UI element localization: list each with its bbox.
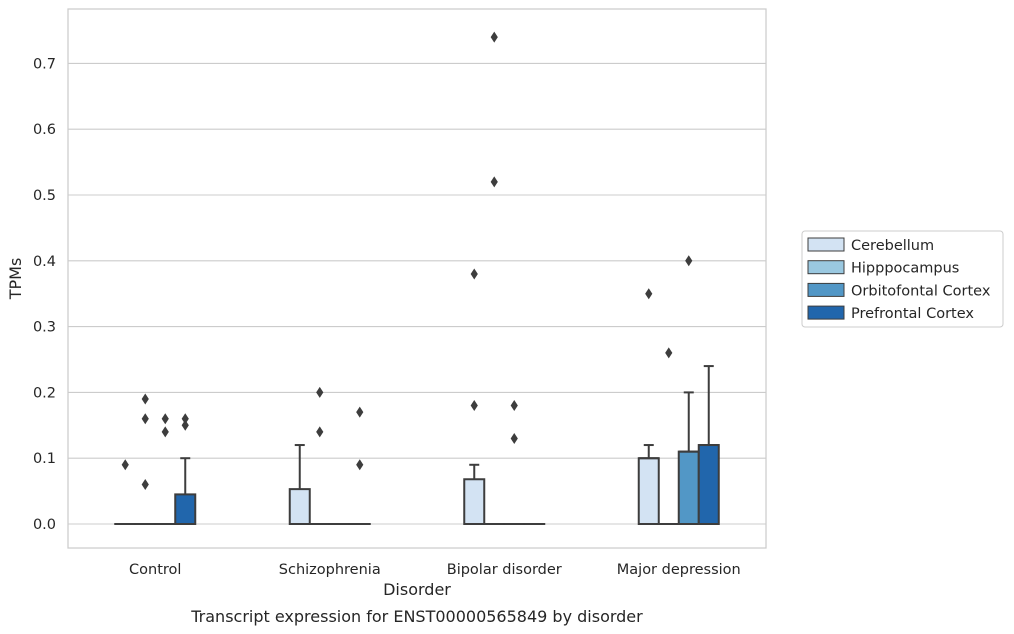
y-tick-labels: 0.0 0.1 0.2 0.3 0.4 0.5 0.6 0.7 <box>33 56 56 533</box>
box-rect <box>677 450 700 525</box>
legend-swatch <box>807 305 845 320</box>
box-2-0 <box>154 413 177 526</box>
box-1-3 <box>657 347 680 526</box>
outlier-point <box>645 288 653 300</box>
outlier-point <box>490 176 498 188</box>
y-tick-label: 0.4 <box>33 254 56 270</box>
box-1-2 <box>483 31 506 526</box>
outlier-point <box>510 432 518 444</box>
outlier-point <box>490 31 498 43</box>
outlier-point <box>316 386 324 398</box>
y-tick-label: 0.7 <box>33 56 56 72</box>
box-rect <box>174 493 197 526</box>
y-tick-label: 0.3 <box>33 320 56 336</box>
outlier-point <box>356 406 364 418</box>
y-tick-label: 0.5 <box>33 188 56 204</box>
box-rect <box>288 488 311 526</box>
outlier-point <box>685 255 693 267</box>
x-tick-label: Control <box>129 562 181 578</box>
legend-swatch <box>807 260 845 275</box>
legend-frame <box>801 230 1004 328</box>
legend-label: Hipppocampus <box>851 261 959 277</box>
box-rect <box>637 457 660 526</box>
box-2-3 <box>677 255 700 525</box>
outlier-point <box>161 426 169 438</box>
outlier-point <box>141 479 149 491</box>
y-tick-label: 0.6 <box>33 122 56 138</box>
box-rect <box>463 478 486 526</box>
grid-lines <box>68 62 766 525</box>
y-axis-label: TPMs <box>6 258 25 301</box>
outlier-point <box>121 459 129 471</box>
box-1-1 <box>308 386 331 526</box>
box-3-0 <box>174 413 197 526</box>
outlier-point <box>141 413 149 425</box>
legend-label: Prefrontal Cortex <box>851 306 974 322</box>
plot-frame <box>67 8 767 549</box>
box-rect <box>697 444 720 526</box>
x-tick-labels: Control Schizophrenia Bipolar disorder Majo… <box>129 562 741 578</box>
outlier-point <box>470 400 478 412</box>
figure-caption: Transcript expression for ENST0000056584… <box>190 607 643 626</box>
box-0-2 <box>463 268 486 526</box>
box-1-0 <box>134 393 157 526</box>
outlier-point <box>356 459 364 471</box>
x-axis-label: Disorder <box>383 580 451 599</box>
box-0-1 <box>288 444 311 526</box>
legend-swatch <box>807 282 845 297</box>
y-tick-label: 0.1 <box>33 451 56 467</box>
box-layer <box>114 31 720 526</box>
legend-label: Orbitofontal Cortex <box>851 283 991 299</box>
y-tick-label: 0.0 <box>33 517 56 533</box>
box-2-2 <box>503 400 526 526</box>
box-3-3 <box>697 365 720 526</box>
y-tick-label: 0.2 <box>33 385 56 401</box>
box-0-3 <box>637 288 660 526</box>
box-3-1 <box>348 406 371 526</box>
legend-swatch <box>807 237 845 252</box>
x-tick-label: Schizophrenia <box>279 562 381 578</box>
outlier-point <box>510 400 518 412</box>
box-0-0 <box>114 459 137 526</box>
outlier-point <box>141 393 149 405</box>
x-tick-label: Bipolar disorder <box>447 562 562 578</box>
outlier-point <box>181 413 189 425</box>
legend: Cerebellum Hipppocampus Orbitofontal Corte… <box>801 230 1004 328</box>
outlier-point <box>181 419 189 431</box>
x-tick-label: Major depression <box>617 562 741 578</box>
outlier-point <box>316 426 324 438</box>
legend-label: Cerebellum <box>851 238 934 254</box>
outlier-point <box>470 268 478 280</box>
outlier-point <box>161 413 169 425</box>
outlier-point <box>665 347 673 359</box>
